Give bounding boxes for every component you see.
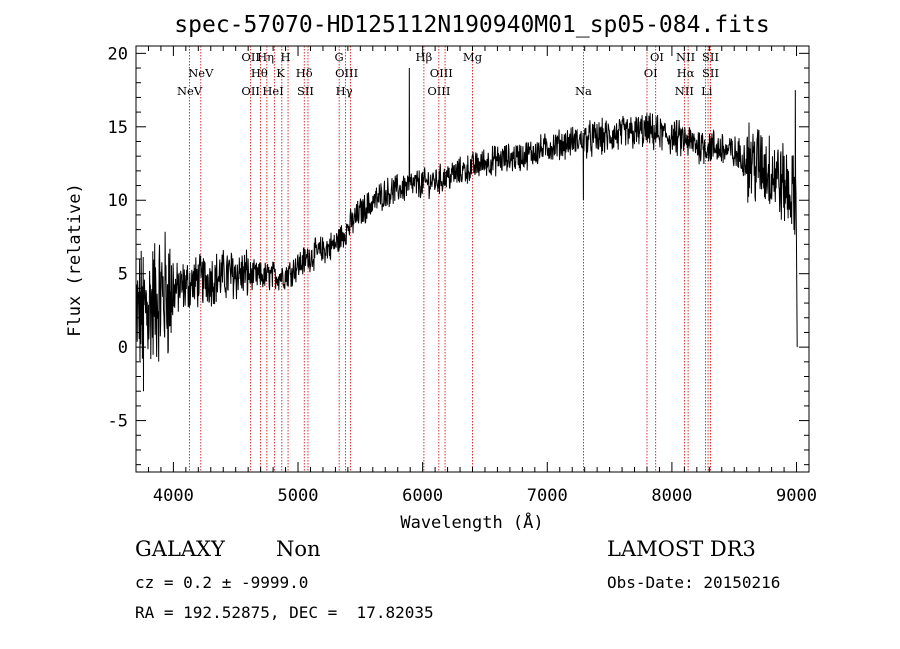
- spectrum-line: [135, 67, 798, 392]
- spectral-line-label: OIII: [427, 84, 450, 98]
- spectral-line-label: Mg: [463, 50, 483, 64]
- x-tick-label: 4000: [153, 486, 194, 506]
- x-tick-label: 6000: [402, 486, 443, 506]
- chart-title: spec-57070-HD125112N190940M01_sp05-084.f…: [174, 12, 769, 38]
- spectral-line-label: NeV: [188, 66, 214, 80]
- y-tick-label: -5: [108, 412, 128, 432]
- y-axis-label: Flux (relative): [65, 183, 85, 337]
- y-tick-label: 5: [118, 265, 128, 285]
- object-class: GALAXY: [135, 537, 225, 561]
- obs-date: Obs-Date: 20150216: [607, 573, 781, 592]
- y-tick-label: 20: [108, 44, 128, 64]
- spectral-line-label: NII: [675, 84, 694, 98]
- y-tick-label: 10: [108, 191, 128, 211]
- spectral-line-label: OII: [241, 50, 260, 64]
- y-tick-label: 0: [118, 338, 128, 358]
- spectral-line-label: HeI: [262, 84, 283, 98]
- spectral-line-label: K: [276, 66, 285, 80]
- spectral-line-label: NeV: [177, 84, 203, 98]
- spectral-line-markers: [189, 46, 711, 472]
- survey-name: LAMOST DR3: [607, 537, 756, 561]
- spectrum-series: [135, 67, 798, 392]
- spectral-line-label: OIII: [430, 66, 453, 80]
- spectral-line-label: Hθ: [251, 66, 268, 80]
- redshift-cz: cz = 0.2 ± -9999.0: [135, 573, 309, 592]
- spectral-line-label: Hη: [257, 50, 274, 64]
- spectral-line-label: SII: [702, 66, 719, 80]
- spectral-line-label: OI: [644, 66, 658, 80]
- spectrum-chart: spec-57070-HD125112N190940M01_sp05-084.f…: [65, 12, 817, 533]
- y-tick-label: 15: [108, 118, 128, 138]
- x-tick-label: 9000: [776, 486, 817, 506]
- y-axis-ticks: -5 0 5 10 15 20: [108, 44, 809, 466]
- object-subclass: Non: [276, 537, 321, 561]
- spectral-line-label: G: [335, 50, 344, 64]
- spectral-line-label: Hδ: [296, 66, 313, 80]
- x-tick-label: 8000: [651, 486, 692, 506]
- ra-dec: RA = 192.52875, DEC = 17.82035: [135, 603, 434, 622]
- x-tick-label: 5000: [278, 486, 319, 506]
- spectral-line-label: Na: [575, 84, 592, 98]
- x-axis-ticks: 4000 5000 6000 7000 8000 9000: [135, 46, 817, 506]
- spectral-line-label: Hγ: [336, 84, 353, 98]
- spectral-line-label: SII: [702, 50, 719, 64]
- spectral-line-label: Li: [701, 84, 713, 98]
- spectral-line-label: SII: [297, 84, 314, 98]
- x-axis-label: Wavelength (Å): [400, 511, 543, 533]
- spectral-line-label: OI: [650, 50, 664, 64]
- x-tick-label: 7000: [527, 486, 568, 506]
- spectral-line-labels: NeV NeV OII OII Hθ Hη HeI KH Hδ SII G OIII Hγ Hβ OIII O…: [177, 50, 719, 98]
- spectral-line-label: H: [281, 50, 291, 64]
- spectral-line-label: NII: [676, 50, 695, 64]
- spectral-line-label: Hα: [677, 66, 695, 80]
- spectral-line-label: Hβ: [416, 50, 433, 64]
- spectral-line-label: OII: [241, 84, 260, 98]
- spectral-line-label: OIII: [335, 66, 358, 80]
